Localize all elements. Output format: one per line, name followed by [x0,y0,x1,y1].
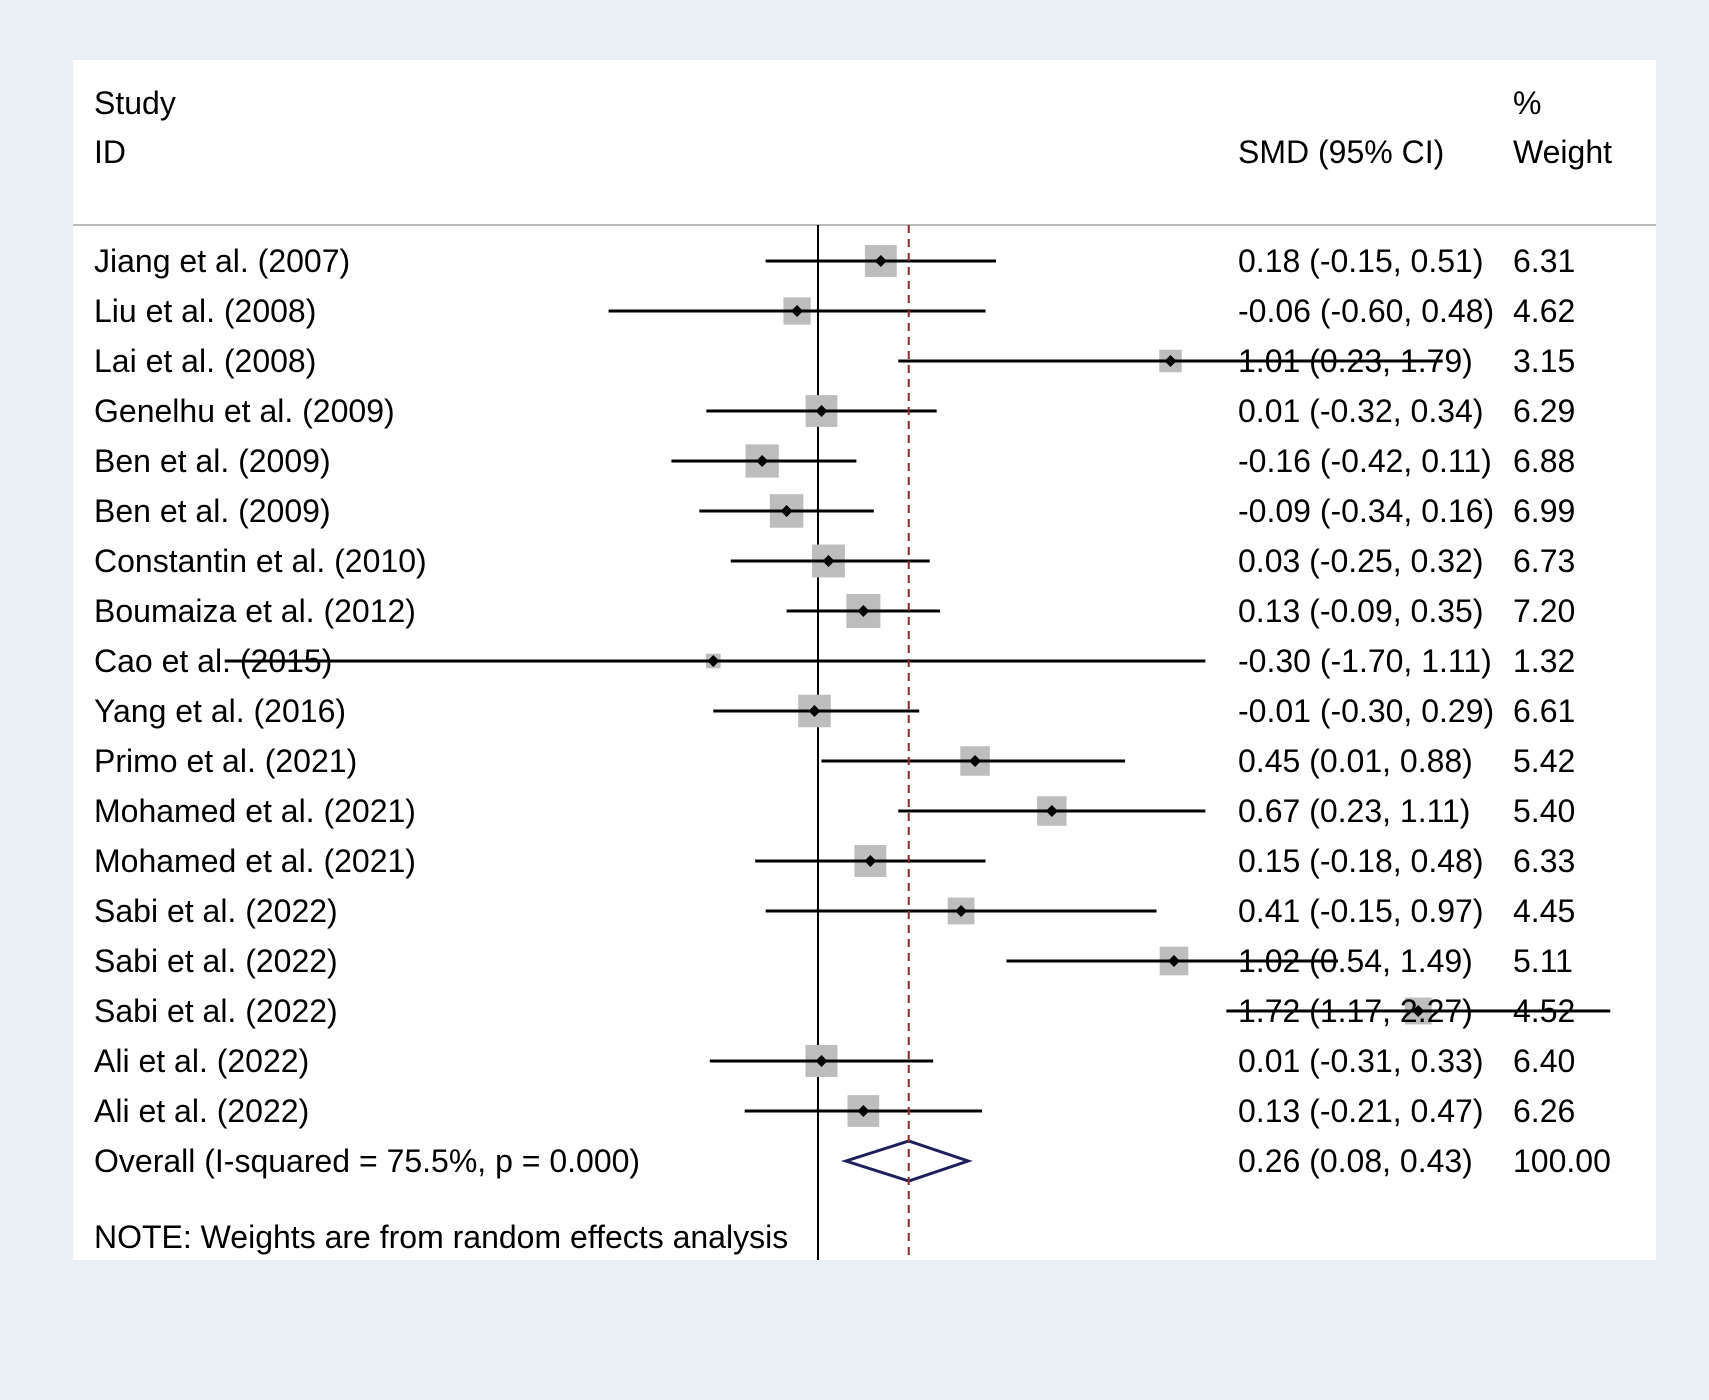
study-point [874,255,887,267]
overall-label: Overall (I-squared = 75.5%, p = 0.000) [94,1143,640,1179]
study-point [857,605,870,617]
header-percent: % [1513,85,1541,121]
study-weight-text: 4.52 [1513,993,1575,1029]
study-point [1045,805,1058,817]
study-rows: Jiang et al. (2007) 0.18 (-0.15, 0.51) 6.3… [94,225,1611,1260]
study-weight-text: 5.42 [1513,743,1575,779]
study-weight-text: 6.33 [1513,843,1575,879]
study-weight-text: 1.32 [1513,643,1575,679]
study-label: Ali et al. (2022) [94,1043,309,1079]
study-ci-text: 1.72 (1.17, 2.27) [1238,993,1473,1029]
header-weight: Weight [1513,134,1612,170]
study-weight-text: 5.40 [1513,793,1575,829]
study-ci-text: 0.18 (-0.15, 0.51) [1238,243,1483,279]
study-weight-text: 6.31 [1513,243,1575,279]
study-label: Mohamed et al. (2021) [94,793,416,829]
study-weight-text: 6.61 [1513,693,1575,729]
study-point [955,905,968,917]
study-ci-text: 0.13 (-0.21, 0.47) [1238,1093,1483,1129]
study-ci-text: 0.41 (-0.15, 0.97) [1238,893,1483,929]
study-label: Ben et al. (2009) [94,493,331,529]
study-point [1167,955,1180,967]
study-weight-text: 4.45 [1513,893,1575,929]
study-point [707,655,720,667]
study-ci-text: -0.01 (-0.30, 0.29) [1238,693,1494,729]
study-point [815,405,828,417]
study-weight-text: 6.29 [1513,393,1575,429]
study-label: Constantin et al. (2010) [94,543,427,579]
study-label: Sabi et al. (2022) [94,893,338,929]
study-point [969,755,982,767]
overall-ci-text: 0.26 (0.08, 0.43) [1238,1143,1473,1179]
study-ci-text: -0.30 (-1.70, 1.11) [1238,643,1492,679]
study-ci-text: 0.01 (-0.32, 0.34) [1238,393,1483,429]
study-point [756,455,769,467]
study-weight-text: 7.20 [1513,593,1575,629]
study-label: Sabi et al. (2022) [94,943,338,979]
study-ci-text: 0.67 (0.23, 1.11) [1238,793,1470,829]
study-weight-text: 6.73 [1513,543,1575,579]
study-ci-text: -0.06 (-0.60, 0.48) [1238,293,1494,329]
overall-diamond [840,1139,973,1183]
overall-weight-text: 100.00 [1513,1143,1611,1179]
study-label: Boumaiza et al. (2012) [94,593,416,629]
study-point [822,555,835,567]
study-ci-text: -0.16 (-0.42, 0.11) [1238,443,1492,479]
study-ci-text: 0.13 (-0.09, 0.35) [1238,593,1483,629]
forest-plot-panel: Study ID SMD (95% CI) % Weight Jiang et … [73,60,1656,1260]
header-study: Study [94,85,176,121]
study-point [1164,355,1177,367]
study-label: Jiang et al. (2007) [94,243,350,279]
study-label: Lai et al. (2008) [94,343,316,379]
forest-plot: Study ID SMD (95% CI) % Weight Jiang et … [73,85,1656,1260]
study-point [791,305,804,317]
header-id: ID [94,134,126,170]
study-label: Liu et al. (2008) [94,293,316,329]
study-ci-text: 1.02 (0.54, 1.49) [1238,943,1473,979]
study-point [857,1105,870,1117]
study-ci-text: -0.09 (-0.34, 0.16) [1238,493,1494,529]
study-label: Sabi et al. (2022) [94,993,338,1029]
study-point [780,505,793,517]
study-label: Genelhu et al. (2009) [94,393,395,429]
study-point [1412,1005,1425,1017]
study-label: Ali et al. (2022) [94,1093,309,1129]
study-point [808,705,821,717]
study-ci-text: 0.45 (0.01, 0.88) [1238,743,1473,779]
study-label: Primo et al. (2021) [94,743,357,779]
study-label: Mohamed et al. (2021) [94,843,416,879]
study-ci-text: 0.01 (-0.31, 0.33) [1238,1043,1483,1079]
study-weight-text: 6.99 [1513,493,1575,529]
study-weight-text: 5.11 [1513,943,1573,979]
header-ci: SMD (95% CI) [1238,134,1444,170]
study-point [815,1055,828,1067]
study-point [864,855,877,867]
weights-note: NOTE: Weights are from random effects an… [94,1219,788,1255]
study-ci-text: 1.01 (0.23, 1.79) [1238,343,1473,379]
study-weight-text: 6.40 [1513,1043,1575,1079]
study-ci-text: 0.03 (-0.25, 0.32) [1238,543,1483,579]
study-weight-text: 4.62 [1513,293,1575,329]
study-weight-text: 3.15 [1513,343,1575,379]
study-ci-text: 0.15 (-0.18, 0.48) [1238,843,1483,879]
study-weight-text: 6.26 [1513,1093,1575,1129]
study-label: Ben et al. (2009) [94,443,331,479]
study-weight-text: 6.88 [1513,443,1575,479]
study-label: Yang et al. (2016) [94,693,346,729]
